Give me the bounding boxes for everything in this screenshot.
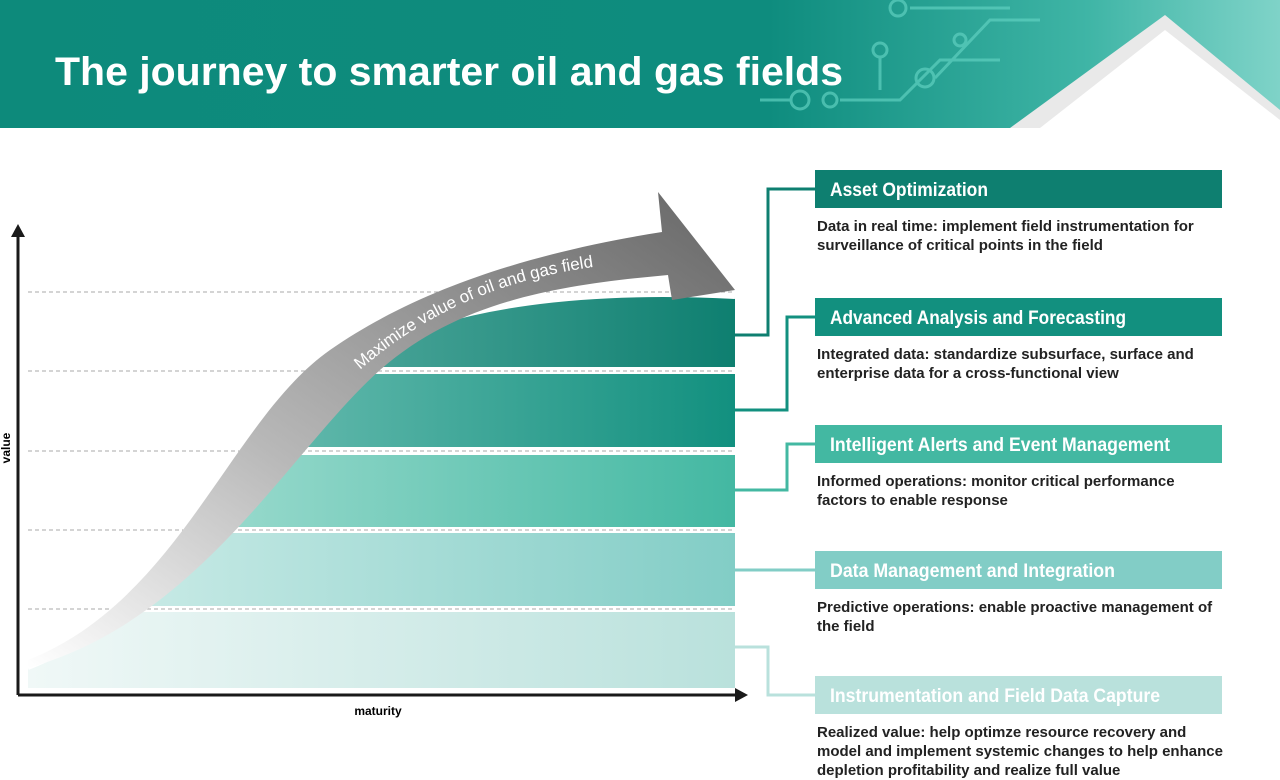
- stage-description: Integrated data: standardize subsurface,…: [817, 346, 1194, 382]
- x-axis-label: maturity: [354, 704, 402, 718]
- connector: [735, 645, 815, 697]
- stage-description: Informed operations: monitor critical pe…: [817, 473, 1175, 509]
- stage-title: Advanced Analysis and Forecasting: [830, 308, 1126, 329]
- stage-box: [815, 551, 1222, 589]
- growth-arrow: [28, 192, 735, 668]
- maturity-band: [28, 612, 735, 688]
- stage-title: Instrumentation and Field Data Capture: [830, 686, 1160, 707]
- y-axis-arrow: [11, 224, 25, 237]
- stage-description: Predictive operations: enable proactive …: [817, 599, 1213, 635]
- stage-description: Realized value: help optimze resource re…: [817, 724, 1223, 779]
- maturity-band: [28, 455, 735, 527]
- x-axis-arrow: [735, 688, 748, 702]
- connector: [735, 187, 815, 337]
- connector: [735, 315, 815, 412]
- level-lines: [28, 291, 735, 610]
- stage-box: [815, 170, 1222, 208]
- stage-box: [815, 298, 1222, 336]
- connector: [735, 442, 815, 492]
- y-axis-label: value: [0, 432, 13, 463]
- stage-title: Asset Optimization: [830, 180, 988, 201]
- maturity-band: [28, 374, 735, 447]
- stage-description: Data in real time: implement field instr…: [817, 218, 1194, 254]
- circuit-decoration: [760, 0, 1040, 111]
- stage-title: Intelligent Alerts and Event Management: [830, 435, 1171, 456]
- page-title: The journey to smarter oil and gas field…: [55, 50, 843, 94]
- stage-title: Data Management and Integration: [830, 561, 1115, 582]
- stage-box: [815, 676, 1222, 714]
- header-shape: [1040, 30, 1280, 128]
- stage-box: [815, 425, 1222, 463]
